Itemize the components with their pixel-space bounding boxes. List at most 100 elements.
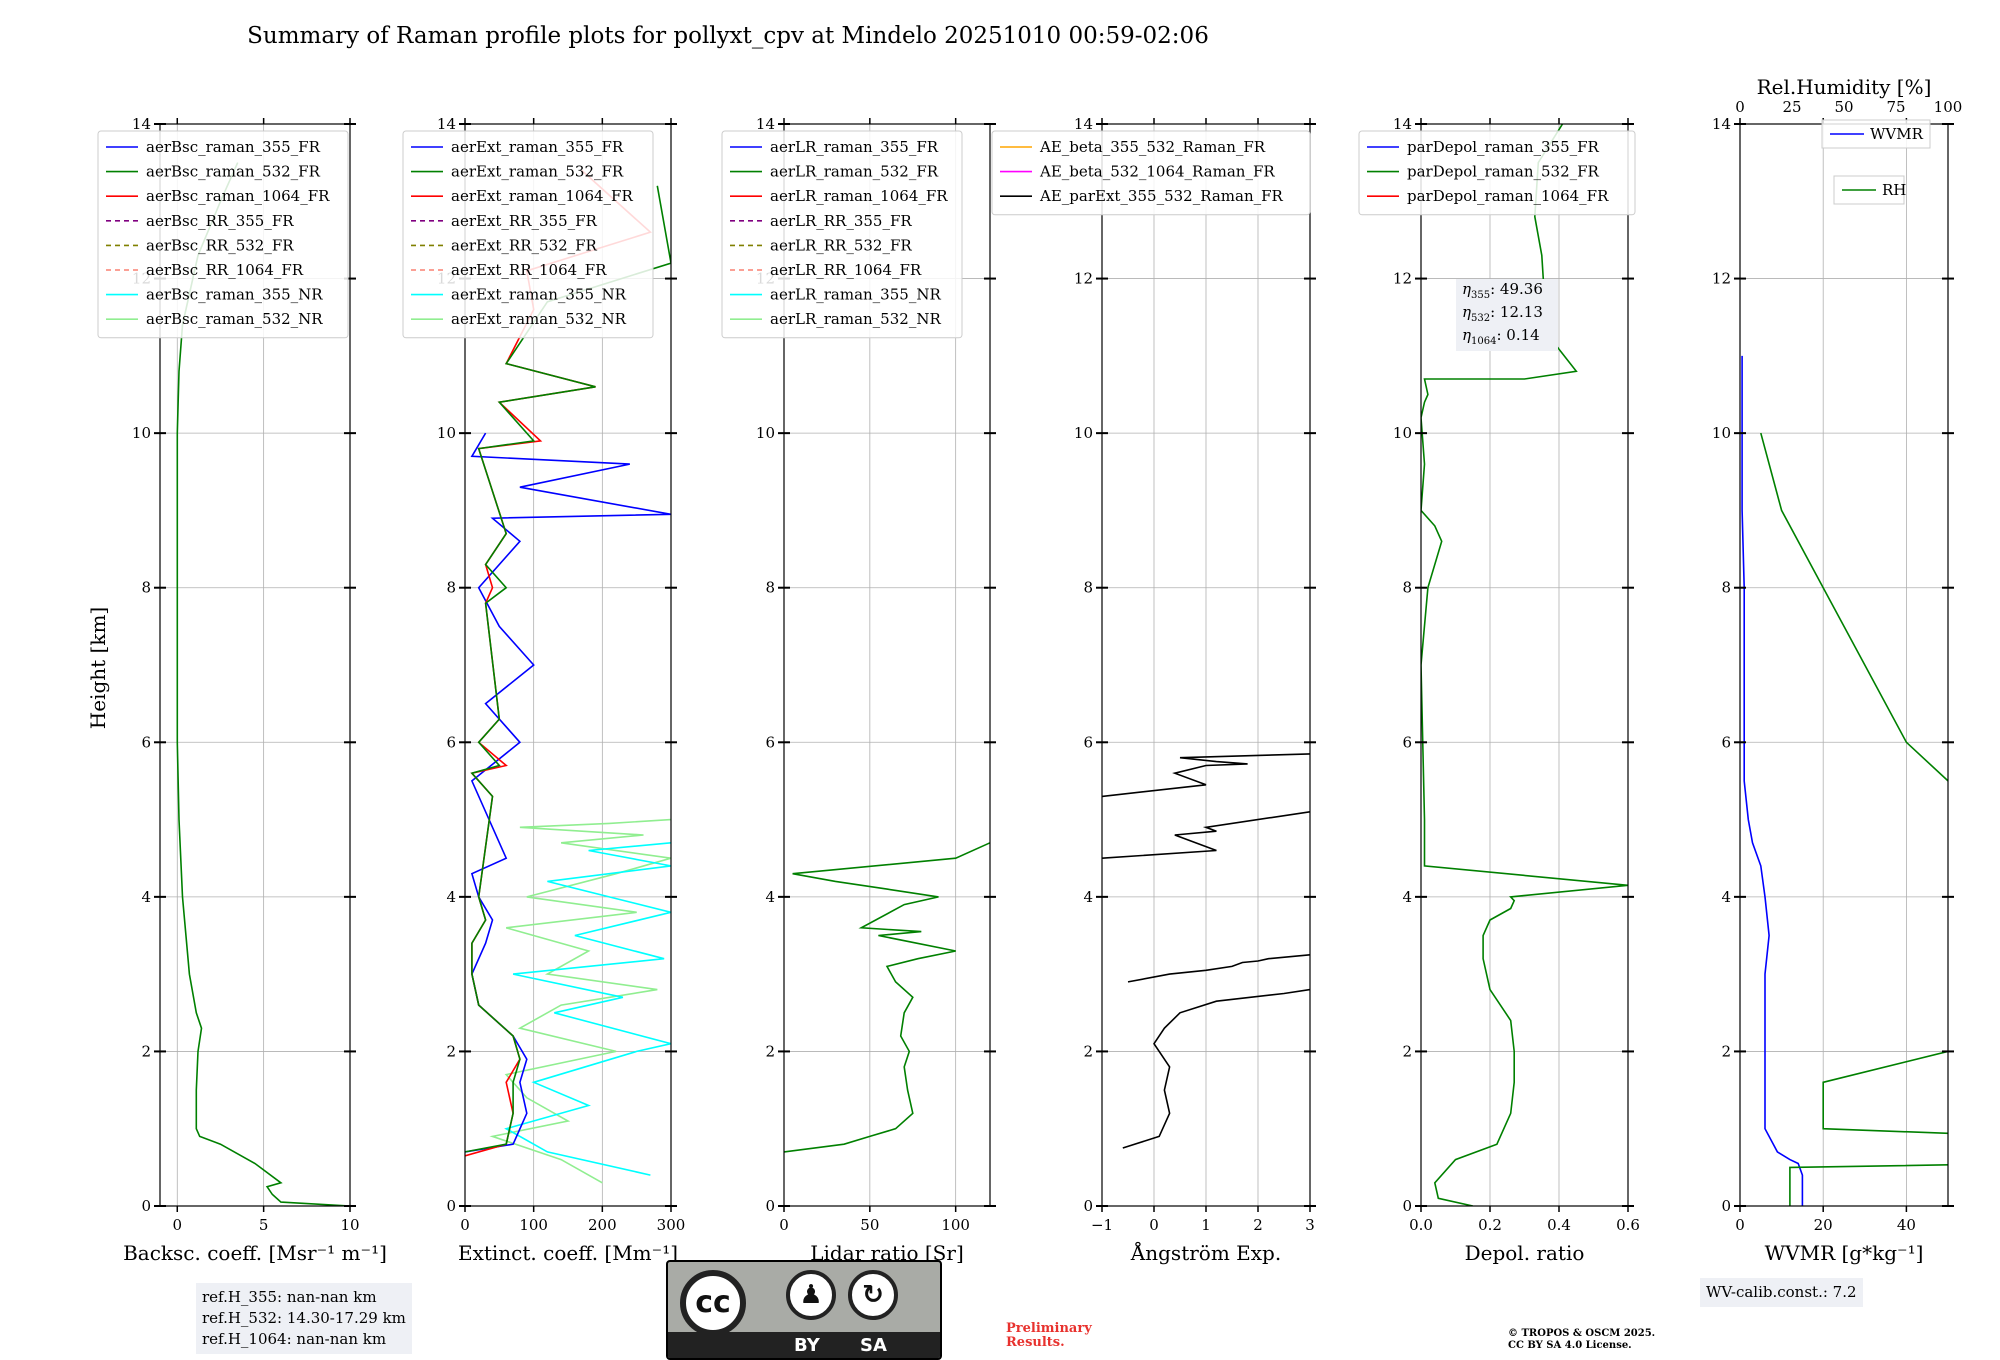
y-tick-label: 2 <box>1721 1042 1731 1060</box>
y-tick-label: 4 <box>1402 888 1412 906</box>
legend-label: aerExt_raman_532_FR <box>451 163 624 181</box>
x-tick-label: 0 <box>1735 1216 1745 1234</box>
share-alike-icon: ↻ <box>848 1270 898 1320</box>
y-tick-label: 14 <box>1712 115 1731 133</box>
series-AE_parExt_355_532_Raman_FR-mid <box>1127 954 1310 983</box>
x2-tick-label: 75 <box>1886 98 1905 116</box>
y-tick-label: 2 <box>765 1042 775 1060</box>
y-tick-label: 4 <box>1721 888 1731 906</box>
legend-label: aerBsc_RR_355_FR <box>146 212 294 230</box>
series-RH <box>1760 432 1948 1206</box>
x-tick-label: 0 <box>1149 1216 1159 1234</box>
panel-lr: 02468101214050100Lidar ratio [Sr]aerLR_r… <box>721 115 996 1265</box>
legend-box <box>1358 130 1636 216</box>
wv-calibration-box: WV-calib.const.: 7.2 <box>1700 1278 1863 1307</box>
x-tick-label: 40 <box>1897 1216 1916 1234</box>
x2-tick-label: 25 <box>1782 98 1801 116</box>
x-tick-label: 0.4 <box>1547 1216 1571 1234</box>
y-tick-label: 2 <box>1402 1042 1412 1060</box>
legend-box <box>991 130 1311 216</box>
legend-label: parDepol_raman_532_FR <box>1407 163 1600 181</box>
axes-frame <box>783 123 991 1207</box>
y-tick-label: 6 <box>141 733 151 751</box>
y-tick-label: 12 <box>1074 270 1093 288</box>
legend-label: aerBsc_RR_532_FR <box>146 236 294 254</box>
y-tick-label: 0 <box>765 1197 775 1215</box>
x-axis-label: Extinct. coeff. [Mm⁻¹] <box>458 1241 678 1265</box>
x-tick-label: 5 <box>259 1216 269 1234</box>
y-tick-label: 14 <box>756 115 775 133</box>
y-tick-label: 8 <box>1721 579 1731 597</box>
x-tick-label: 0.2 <box>1478 1216 1502 1234</box>
y-tick-label: 4 <box>446 888 456 906</box>
y-tick-label: 14 <box>437 115 456 133</box>
legend-label: aerBsc_raman_355_FR <box>146 138 321 156</box>
x-tick-label: 10 <box>340 1216 359 1234</box>
x-axis-label: Backsc. coeff. [Msr⁻¹ m⁻¹] <box>123 1241 387 1265</box>
axes-frame <box>159 123 351 1207</box>
y-tick-label: 4 <box>1083 888 1093 906</box>
legend-label: aerExt_RR_1064_FR <box>451 261 607 279</box>
series-group <box>465 169 671 1184</box>
legend-label: aerLR_raman_1064_FR <box>770 187 948 205</box>
wv-calibration-constant: WV-calib.const.: 7.2 <box>1706 1283 1857 1301</box>
legend-label: aerLR_RR_1064_FR <box>770 261 922 279</box>
x-axis-label: WVMR [g*kg⁻¹] <box>1765 1241 1924 1265</box>
x-tick-label: 100 <box>519 1216 548 1234</box>
y-tick-label: 0 <box>1402 1197 1412 1215</box>
legend-label: AE_beta_355_532_Raman_FR <box>1039 138 1266 156</box>
panel-bsc: 024681012140510Backsc. coeff. [Msr⁻¹ m⁻¹… <box>97 115 387 1265</box>
y-tick-label: 2 <box>446 1042 456 1060</box>
attribution-icon: ♟ <box>786 1270 836 1320</box>
x-tick-label: 0 <box>460 1216 470 1234</box>
legend-label: aerBsc_raman_532_NR <box>146 310 323 328</box>
license-by: BY <box>794 1335 820 1356</box>
x-tick-label: 50 <box>860 1216 879 1234</box>
x-tick-label: 1 <box>1201 1216 1211 1234</box>
y-tick-label: 10 <box>132 424 151 442</box>
legend-label: aerBsc_raman_1064_FR <box>146 187 330 205</box>
preliminary-line-2: Results. <box>1006 1335 1065 1350</box>
legend-label: aerLR_raman_355_FR <box>770 138 939 156</box>
legend-label: aerLR_RR_532_FR <box>770 236 912 254</box>
panel-depol: 0 2 4 6 8 10 12 14 0.0 0.2 0.4 0.6 Depol. ratio parDe… <box>1358 115 1640 1265</box>
legend-label: aerExt_raman_355_FR <box>451 138 624 156</box>
y-tick-label: 0 <box>1721 1197 1731 1215</box>
y-tick-label: 2 <box>141 1042 151 1060</box>
legend-box <box>97 130 349 339</box>
x-tick-label: 100 <box>941 1216 970 1234</box>
legend-label: aerExt_RR_532_FR <box>451 236 598 254</box>
axes-frame <box>1420 123 1629 1207</box>
copyright-line-2: CC BY SA 4.0 License. <box>1508 1340 1632 1351</box>
legend-label: aerExt_raman_355_NR <box>451 286 627 304</box>
series-AE_parExt_355_532_Raman_FR-upper <box>1102 811 1310 859</box>
y-tick-label: 6 <box>1083 733 1093 751</box>
panels: 024681012140510Backsc. coeff. [Msr⁻¹ m⁻¹… <box>97 75 1962 1265</box>
cc-icon: cc <box>680 1270 746 1336</box>
y-tick-label: 8 <box>141 579 151 597</box>
x-tick-label: 200 <box>588 1216 617 1234</box>
legend-label: AE_beta_532_1064_Raman_FR <box>1039 163 1275 181</box>
reference-height-box: ref.H_355: nan-nan km ref.H_532: 14.30-1… <box>196 1283 412 1354</box>
legend-label: parDepol_raman_355_FR <box>1407 138 1600 156</box>
license-bar <box>668 1332 940 1358</box>
y-tick-label: 6 <box>446 733 456 751</box>
depol-eta-value: η1064: 0.14 <box>1462 326 1540 347</box>
preliminary-results-note: Preliminary Results. <box>1006 1322 1092 1350</box>
axes-frame <box>464 123 672 1207</box>
y-tick-label: 4 <box>765 888 775 906</box>
y-tick-label: 10 <box>756 424 775 442</box>
series-group <box>1421 124 1628 1206</box>
series-AE_parExt_355_532_Raman_FR-dust <box>1102 753 1310 798</box>
y-tick-label: 12 <box>1712 270 1731 288</box>
y-tick-label: 6 <box>765 733 775 751</box>
legend-label: AE_parExt_355_532_Raman_FR <box>1039 187 1284 205</box>
y-tick-label: 10 <box>437 424 456 442</box>
x2-tick-label: 50 <box>1834 98 1853 116</box>
legend-label: aerExt_RR_355_FR <box>451 212 598 230</box>
series-aerLR_raman_532_FR <box>784 842 990 1153</box>
x-axis-label: Ångström Exp. <box>1130 1240 1281 1265</box>
legend-label: aerLR_raman_532_NR <box>770 310 941 328</box>
legend-label: aerBsc_raman_355_NR <box>146 286 323 304</box>
